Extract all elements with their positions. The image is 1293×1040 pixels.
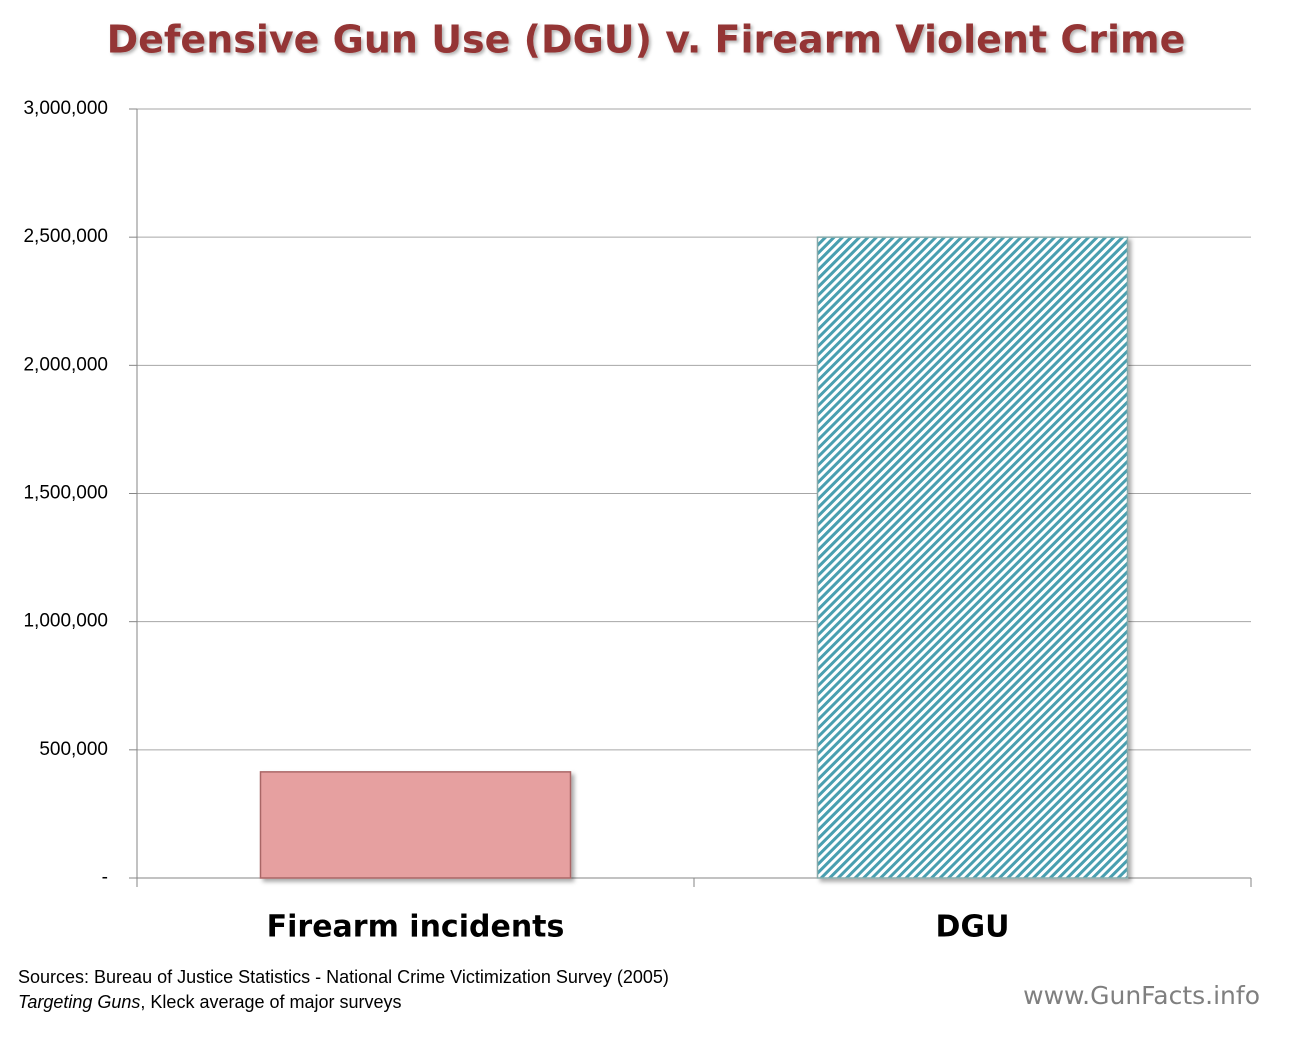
source-line: Targeting Guns, Kleck average of major s… <box>18 992 402 1012</box>
y-tick-label: 500,000 <box>39 739 108 760</box>
source-line: Sources: Bureau of Justice Statistics - … <box>18 967 669 987</box>
y-tick-label: 2,500,000 <box>23 226 108 247</box>
chart-title: Defensive Gun Use (DGU) v. Firearm Viole… <box>107 18 1186 62</box>
y-tick-label: 2,000,000 <box>23 354 108 375</box>
x-tick-label: DGU <box>936 910 1010 945</box>
watermark: www.GunFacts.info <box>1023 981 1260 1010</box>
y-tick-label: 1,500,000 <box>23 483 108 504</box>
y-tick-label: 1,000,000 <box>23 611 108 632</box>
bar <box>816 236 1129 879</box>
bar <box>259 771 572 879</box>
source-title: Targeting Guns <box>18 992 140 1012</box>
y-tick-label: - <box>102 867 108 888</box>
x-tick-label: Firearm incidents <box>267 910 565 945</box>
source-text: , Kleck average of major surveys <box>140 992 401 1012</box>
y-tick-label: 3,000,000 <box>23 98 108 119</box>
